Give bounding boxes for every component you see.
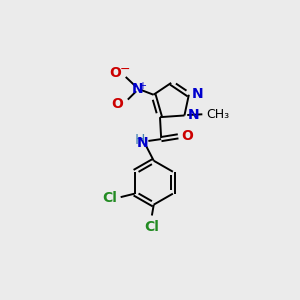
Text: −: − — [120, 63, 130, 76]
Text: CH₃: CH₃ — [206, 108, 230, 121]
Text: H: H — [134, 133, 145, 147]
Text: O: O — [181, 129, 193, 143]
Text: N: N — [192, 87, 203, 100]
Text: N: N — [188, 108, 199, 122]
Text: N: N — [136, 136, 148, 150]
Text: +: + — [138, 81, 146, 91]
Text: N: N — [132, 82, 144, 96]
Text: Cl: Cl — [102, 191, 117, 205]
Text: O: O — [111, 97, 123, 110]
Text: O: O — [110, 67, 122, 80]
Text: Cl: Cl — [144, 220, 159, 234]
